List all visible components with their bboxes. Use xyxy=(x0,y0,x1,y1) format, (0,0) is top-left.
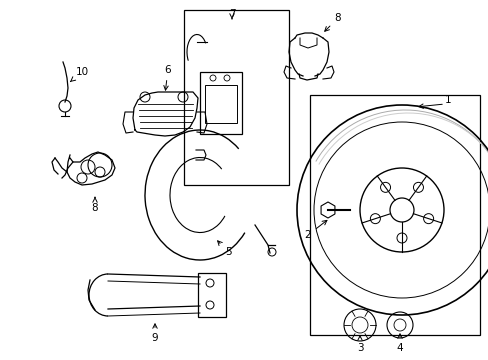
Text: 8: 8 xyxy=(92,197,98,213)
Text: 4: 4 xyxy=(396,334,403,353)
Bar xyxy=(200,72,242,134)
Bar xyxy=(309,95,479,335)
Text: 1: 1 xyxy=(444,95,450,105)
Text: 9: 9 xyxy=(151,324,158,343)
Text: 2: 2 xyxy=(304,220,326,240)
Text: 5: 5 xyxy=(217,241,231,257)
Bar xyxy=(204,85,237,123)
Text: 3: 3 xyxy=(356,336,363,353)
Text: 10: 10 xyxy=(70,67,88,82)
Text: 7: 7 xyxy=(228,9,235,19)
Text: 8: 8 xyxy=(324,13,341,31)
Bar xyxy=(198,273,225,317)
Text: 6: 6 xyxy=(163,65,171,90)
Bar xyxy=(183,10,288,185)
